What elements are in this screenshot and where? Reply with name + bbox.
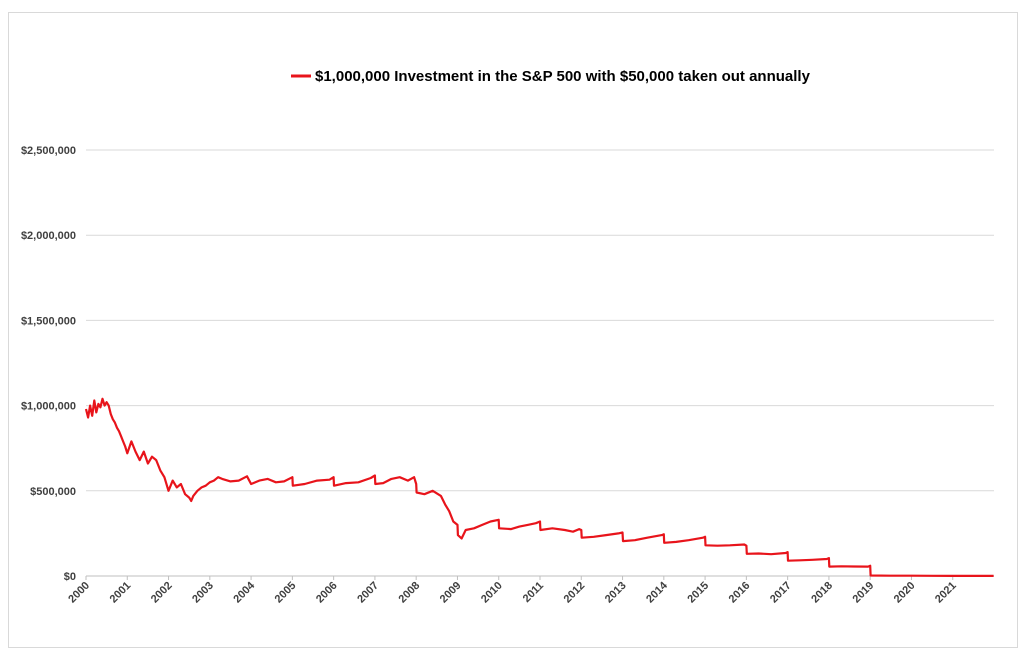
- x-tick-label: 2009: [438, 580, 464, 606]
- x-tick-label: 2013: [603, 580, 629, 606]
- chart-frame: $0 $500,000 $1,000,000 $1,500,000 $2,000,000…: [8, 12, 1018, 648]
- x-tick-label: 2004: [231, 579, 257, 605]
- x-tick-label: 2011: [521, 580, 546, 605]
- line-chart: $0 $500,000 $1,000,000 $1,500,000 $2,000,000…: [21, 68, 994, 605]
- x-tick-label: 2003: [190, 580, 216, 606]
- series-group: [84, 397, 994, 577]
- x-tick-label: 2019: [851, 580, 877, 606]
- x-tick-label: 2021: [933, 580, 959, 606]
- gridlines: [86, 149, 994, 577]
- series-line: [84, 397, 994, 577]
- x-tick-label: 2008: [397, 580, 423, 606]
- x-tick-label: 2020: [892, 580, 918, 606]
- x-tick-label: 2007: [355, 580, 381, 606]
- y-tick-label: $1,000,000: [21, 401, 76, 413]
- x-tick-label: 2001: [108, 580, 134, 606]
- x-tick-label: 2014: [644, 579, 670, 605]
- y-tick-label: $2,000,000: [21, 230, 76, 242]
- x-tick-label: 2010: [479, 580, 505, 606]
- y-tick-label: $500,000: [30, 486, 76, 498]
- x-tick-label: 2018: [809, 580, 835, 606]
- legend-label: $1,000,000 Investment in the S&P 500 wit…: [315, 68, 811, 85]
- x-tick-label: 2016: [727, 580, 753, 606]
- x-tick-label: 2002: [149, 580, 175, 606]
- x-tick-label: 2006: [314, 580, 340, 606]
- x-tick-label: 2017: [768, 580, 794, 606]
- legend: $1,000,000 Investment in the S&P 500 wit…: [291, 68, 811, 85]
- y-tick-label: $2,500,000: [21, 145, 76, 157]
- x-tick-label: 2015: [685, 580, 711, 606]
- x-tick-label: 2012: [562, 580, 588, 606]
- x-tick-label: 2000: [66, 580, 92, 606]
- y-tick-label: $1,500,000: [21, 315, 76, 327]
- y-axis: $0 $500,000 $1,000,000 $1,500,000 $2,000,000…: [21, 145, 76, 583]
- x-tick-label: 2005: [273, 580, 299, 606]
- y-tick-label: $0: [64, 571, 76, 583]
- x-axis: 2000 2001 2002 2003 2004 2005 2006 2007 2008 2009…: [66, 576, 959, 605]
